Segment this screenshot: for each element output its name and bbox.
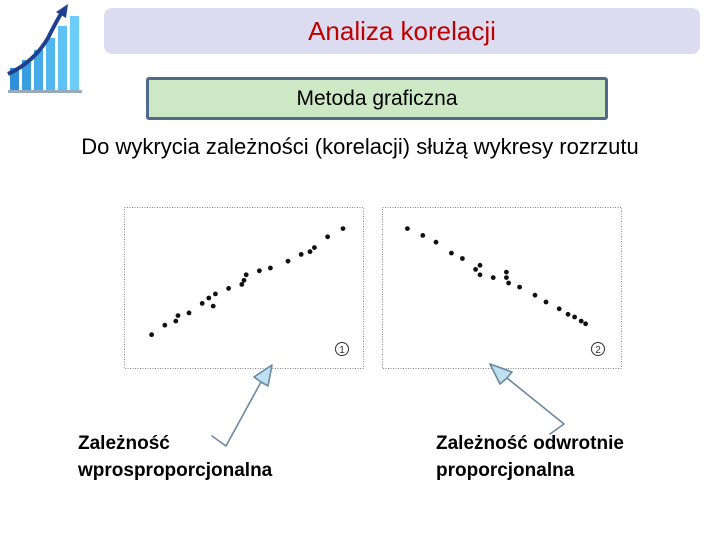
plot-number-badge: 1 <box>335 342 349 356</box>
logo-rising-arrow <box>7 10 64 76</box>
scatter-point <box>532 292 538 298</box>
bar-chart-logo-icon <box>7 4 82 93</box>
svg-text:1: 1 <box>339 345 345 356</box>
scatter-point <box>473 267 478 272</box>
scatter-point <box>149 332 154 338</box>
subtitle-banner: Metoda graficzna <box>146 77 608 120</box>
scatter-point <box>490 275 496 280</box>
scatter-point <box>239 282 245 287</box>
scatter-point <box>460 256 465 261</box>
scatter-point <box>162 322 168 328</box>
scatter-point <box>199 301 205 306</box>
scatter-point <box>477 262 483 268</box>
scatter-point <box>213 291 218 297</box>
scatter-point <box>572 314 577 320</box>
caption-left-line1: Zależność <box>78 433 170 454</box>
scatter-point <box>578 318 584 324</box>
scatter-point <box>186 310 192 316</box>
caption-right-line2: proporcjonalna <box>436 460 575 481</box>
scatter-point <box>405 226 410 231</box>
logo-bars <box>8 16 82 93</box>
scatter-point <box>285 258 291 264</box>
scatter-points-negative <box>405 226 588 327</box>
slide-subtitle: Metoda graficzna <box>296 86 458 110</box>
scatter-point <box>433 239 439 245</box>
title-banner: Analiza korelacji <box>104 8 700 54</box>
scatter-point <box>565 311 571 317</box>
scatter-point <box>517 284 522 290</box>
scatter-plot-negative: 2 <box>382 207 622 369</box>
svg-text:2: 2 <box>595 345 601 356</box>
scatter-point <box>268 265 273 271</box>
scatter-point <box>226 286 231 291</box>
scatter-plot-positive: 1 <box>124 207 364 369</box>
scatter-point <box>325 234 330 240</box>
scatter-point <box>340 226 346 231</box>
scatter-point <box>477 272 483 278</box>
scatter-point <box>257 268 262 274</box>
scatter-point <box>312 245 317 250</box>
scatter-point <box>241 277 247 283</box>
scatter-point <box>206 295 212 301</box>
scatter-points-positive <box>149 226 346 338</box>
caption-left-line2: wprosproporcjonalna <box>78 460 273 481</box>
scatter-point <box>175 313 181 318</box>
caption-inverse-correlation: Zależność odwrotnie proporcjonalna <box>436 430 624 484</box>
slide-title: Analiza korelacji <box>308 15 496 46</box>
caption-direct-correlation: Zależność wprosproporcjonalna <box>78 430 272 484</box>
scatter-point <box>504 269 509 275</box>
arrow-right-icon <box>489 363 565 435</box>
caption-right-line1: Zależność odwrotnie <box>436 433 624 454</box>
plot-number-badge: 2 <box>591 342 605 356</box>
scatter-point <box>504 275 509 280</box>
scatter-point <box>173 318 179 324</box>
slide-description: Do wykrycia zależności (korelacji) służą… <box>81 134 639 159</box>
scatter-point <box>556 306 562 312</box>
scatter-point <box>243 272 249 278</box>
scatter-point <box>506 280 511 286</box>
scatter-point <box>210 303 216 309</box>
scatter-point <box>449 250 454 256</box>
scatter-point <box>298 252 304 257</box>
scatter-point <box>420 233 426 238</box>
scatter-point <box>543 299 549 305</box>
scatter-point <box>583 321 588 327</box>
scatter-point <box>307 249 313 255</box>
